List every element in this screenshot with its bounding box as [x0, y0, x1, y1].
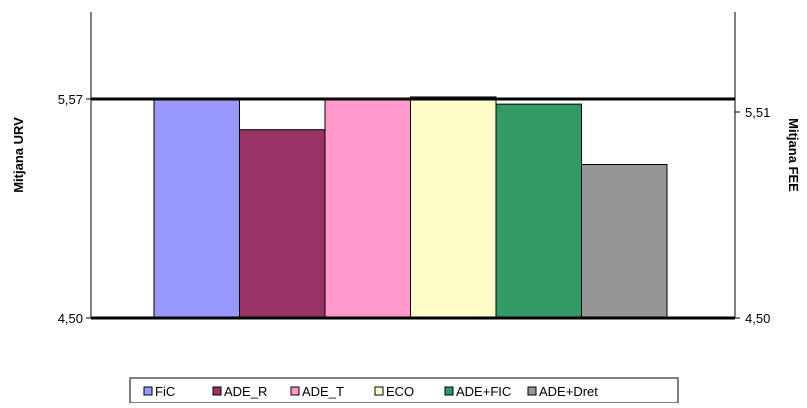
bar-fic — [153, 99, 240, 319]
legend-label-4: ADE+FIC — [456, 384, 511, 399]
left-tick-label-bottom: 4,50 — [58, 311, 83, 326]
y-axis-right-label: Mitjana FEE — [786, 118, 801, 192]
bar-ade-t — [324, 98, 411, 319]
legend-label-1: ADE_R — [224, 384, 267, 399]
left-tick-label-top: 5,57 — [58, 92, 83, 107]
legend-label-2: ADE_T — [302, 384, 344, 399]
reference-lines — [91, 97, 735, 320]
legend-label-0: FiC — [155, 384, 175, 399]
right-tick-label-top: 5,51 — [745, 105, 770, 120]
legend-label-3: ECO — [386, 384, 414, 399]
legend-swatch-2 — [290, 386, 300, 396]
right-tick-label-bottom: 4,50 — [745, 311, 770, 326]
bar-ade-dret — [581, 163, 668, 319]
bars-group — [153, 96, 668, 319]
y-axis-left-label: Mitjana URV — [11, 117, 26, 193]
bar-ade-fic — [495, 103, 582, 319]
legend-label-5: ADE+Dret — [539, 384, 598, 399]
bar-ade-r — [239, 129, 326, 319]
legend: FiC ADE_R ADE_T ECO ADE+FIC ADE+Dret — [129, 377, 679, 404]
bar-eco — [410, 96, 497, 319]
legend-swatch-4 — [444, 386, 454, 396]
legend-swatch-3 — [374, 386, 384, 396]
legend-swatch-0 — [143, 386, 153, 396]
legend-swatch-1 — [212, 386, 222, 396]
legend-swatch-5 — [527, 386, 537, 396]
